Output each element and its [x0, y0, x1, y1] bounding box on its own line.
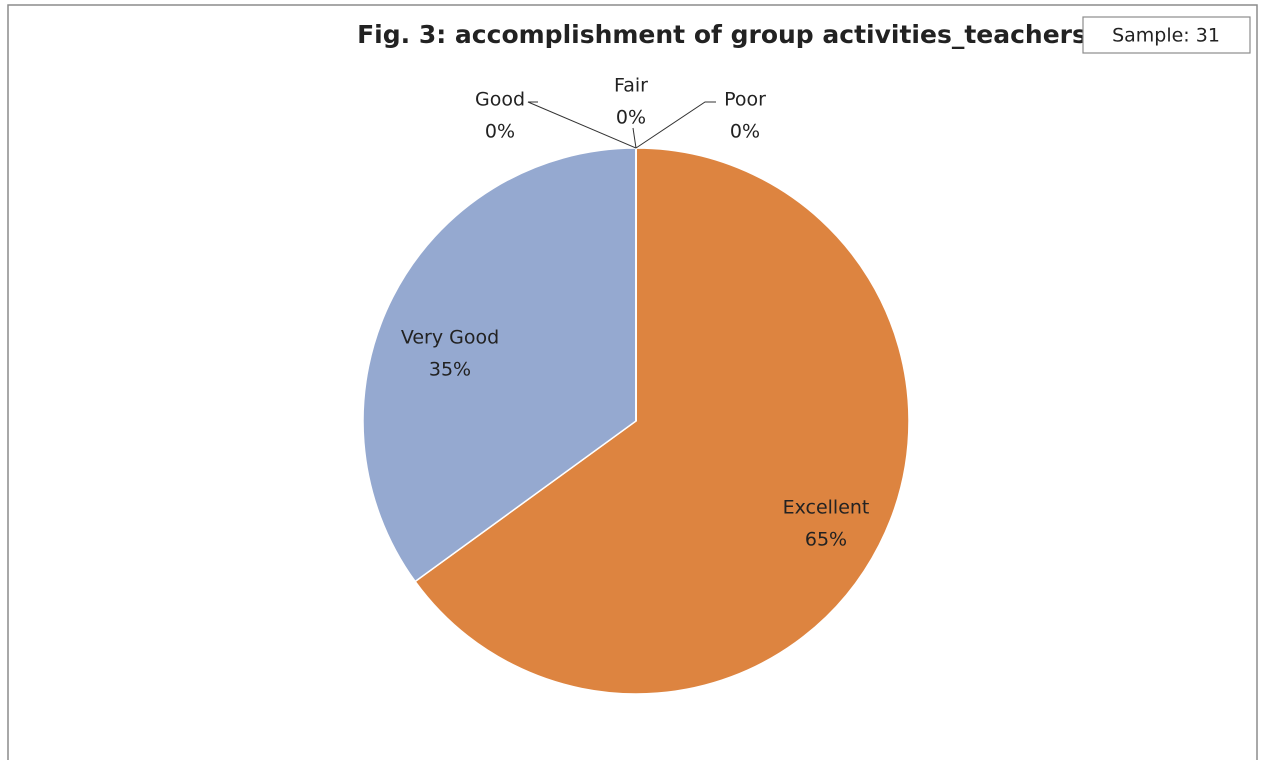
slice-category-label: Excellent [783, 497, 870, 519]
slice-value-label: 65% [805, 529, 847, 551]
sample-box [1082, 16, 1251, 54]
slice-category-label: Fair [614, 75, 648, 97]
slice-value-label: 0% [730, 121, 760, 143]
slice-value-label: 0% [485, 121, 515, 143]
leader-line [527, 101, 637, 149]
slice-category-label: Very Good [401, 327, 499, 349]
slice-value-label: 35% [429, 359, 471, 381]
pie-slice [362, 147, 637, 583]
sample-label: Sample: 31 [1112, 25, 1220, 47]
chart-title: Fig. 3: accomplishment of group activiti… [357, 20, 1087, 49]
slice-category-label: Poor [724, 89, 766, 111]
slice-category-label: Good [475, 89, 525, 111]
slice-value-label: 0% [616, 107, 646, 129]
leader-line [635, 101, 716, 149]
leader-line [632, 127, 637, 149]
pie-slice [414, 147, 910, 695]
